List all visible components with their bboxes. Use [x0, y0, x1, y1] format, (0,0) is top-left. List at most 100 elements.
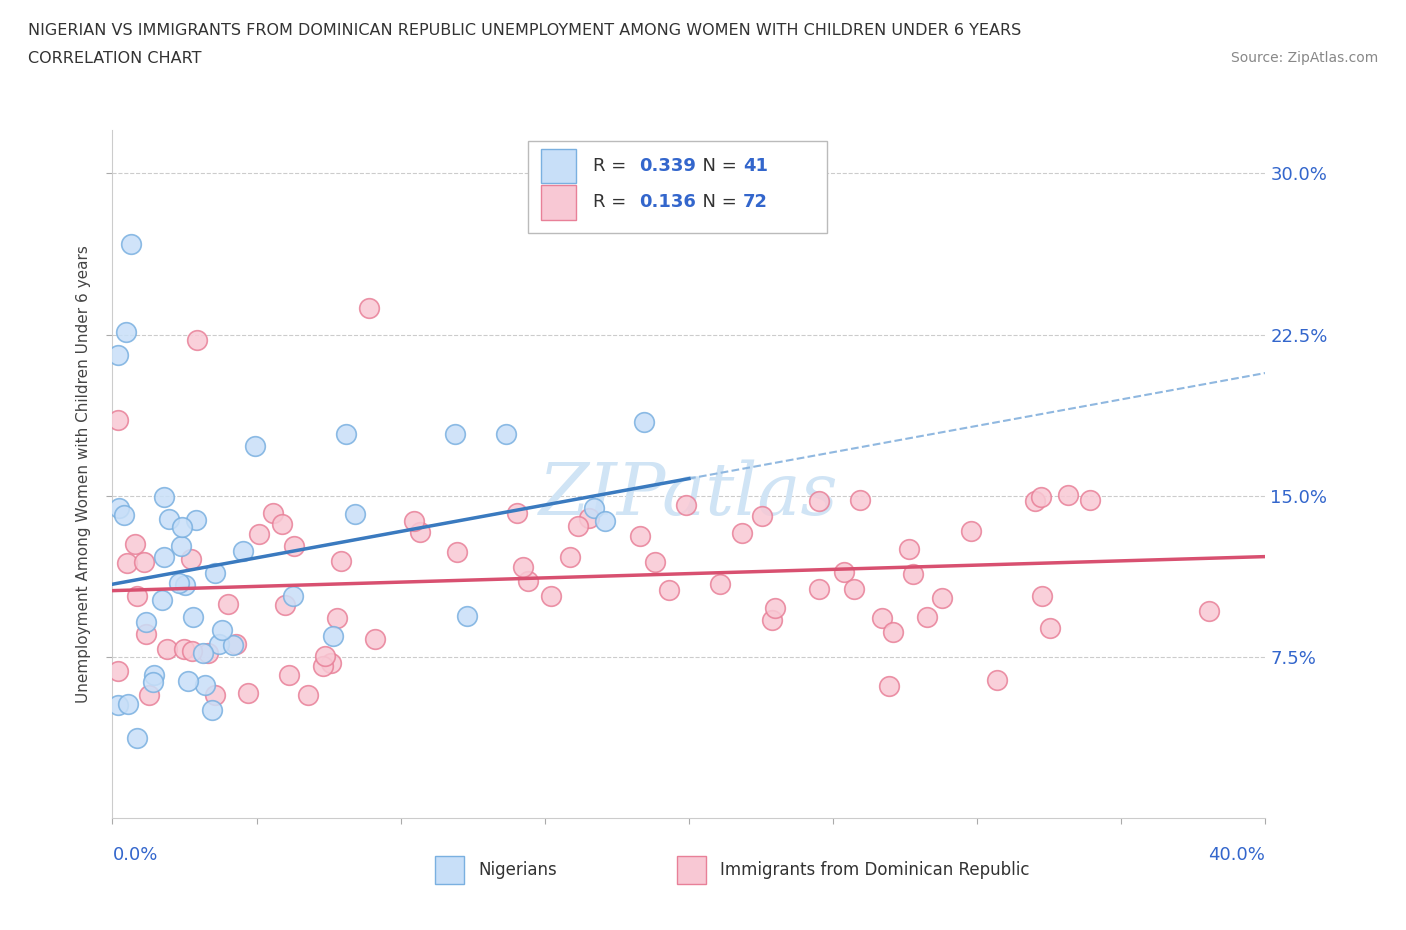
Point — [312, 658, 335, 673]
Point — [344, 507, 367, 522]
Point — [127, 730, 149, 745]
Point — [512, 560, 534, 575]
Point — [456, 609, 478, 624]
Point — [173, 642, 195, 657]
Text: 41: 41 — [744, 157, 768, 175]
Point — [143, 668, 166, 683]
Point — [731, 525, 754, 540]
Point — [709, 577, 731, 591]
Point — [107, 347, 129, 362]
Point — [321, 656, 343, 671]
Bar — [541, 149, 576, 183]
Point — [1078, 493, 1101, 508]
Point — [173, 578, 195, 592]
Point — [156, 642, 179, 657]
Point — [247, 526, 270, 541]
Point — [1056, 487, 1078, 502]
Point — [761, 612, 783, 627]
Point — [443, 426, 465, 441]
Point — [281, 589, 304, 604]
Point — [108, 500, 131, 515]
Point — [832, 565, 855, 579]
Point — [330, 554, 353, 569]
Point — [877, 679, 900, 694]
Point — [201, 703, 224, 718]
Point — [582, 500, 605, 515]
Point — [107, 698, 129, 712]
Point — [357, 301, 380, 316]
Point — [1024, 494, 1046, 509]
Point — [135, 615, 157, 630]
Point — [243, 438, 266, 453]
Text: CORRELATION CHART: CORRELATION CHART — [28, 51, 201, 66]
Text: Source: ZipAtlas.com: Source: ZipAtlas.com — [1230, 51, 1378, 65]
Point — [931, 591, 953, 605]
Point — [138, 688, 160, 703]
Point — [194, 678, 217, 693]
Point — [208, 637, 231, 652]
Point — [322, 629, 344, 644]
Text: Immigrants from Dominican Republic: Immigrants from Dominican Republic — [720, 861, 1029, 879]
Point — [197, 645, 219, 660]
Point — [297, 687, 319, 702]
Point — [849, 493, 872, 508]
Text: ZIPatlas: ZIPatlas — [538, 459, 839, 530]
Point — [124, 537, 146, 551]
Point — [915, 610, 938, 625]
Point — [150, 593, 173, 608]
Y-axis label: Unemployment Among Women with Children Under 6 years: Unemployment Among Women with Children U… — [76, 246, 91, 703]
Text: 72: 72 — [744, 193, 768, 211]
Point — [222, 637, 245, 652]
Point — [181, 644, 204, 658]
Point — [191, 645, 214, 660]
Point — [897, 541, 920, 556]
Point — [628, 529, 651, 544]
Point — [117, 697, 139, 711]
Point — [204, 688, 226, 703]
Point — [658, 582, 681, 597]
Text: Nigerians: Nigerians — [478, 861, 557, 879]
Point — [763, 601, 786, 616]
Point — [335, 427, 357, 442]
Point — [751, 509, 773, 524]
Point — [506, 505, 529, 520]
Point — [217, 596, 239, 611]
Point — [593, 513, 616, 528]
Point — [177, 673, 200, 688]
Point — [558, 550, 581, 565]
Point — [408, 525, 430, 539]
Point — [170, 519, 193, 534]
Point — [142, 674, 165, 689]
Point — [446, 545, 468, 560]
Point — [326, 611, 349, 626]
Point — [283, 538, 305, 553]
Bar — [541, 185, 576, 219]
Point — [115, 556, 138, 571]
Text: 0.0%: 0.0% — [112, 846, 157, 864]
Point — [1198, 604, 1220, 618]
Text: 40.0%: 40.0% — [1209, 846, 1265, 864]
Point — [184, 512, 207, 527]
Point — [842, 581, 865, 596]
Point — [107, 413, 129, 428]
Bar — [678, 857, 706, 884]
Point — [516, 573, 538, 588]
Point — [567, 519, 589, 534]
Point — [114, 324, 136, 339]
Text: 0.136: 0.136 — [640, 193, 696, 211]
Point — [901, 566, 924, 581]
Point — [495, 427, 517, 442]
Text: R =: R = — [593, 193, 633, 211]
Point — [225, 636, 247, 651]
Point — [211, 622, 233, 637]
Point — [132, 554, 155, 569]
Point — [271, 516, 294, 531]
Text: N =: N = — [692, 193, 742, 211]
Point — [277, 667, 299, 682]
Point — [170, 538, 193, 553]
Text: N =: N = — [692, 157, 742, 175]
Point — [644, 555, 666, 570]
Point — [1031, 589, 1053, 604]
Bar — [436, 857, 464, 884]
Point — [238, 685, 260, 700]
